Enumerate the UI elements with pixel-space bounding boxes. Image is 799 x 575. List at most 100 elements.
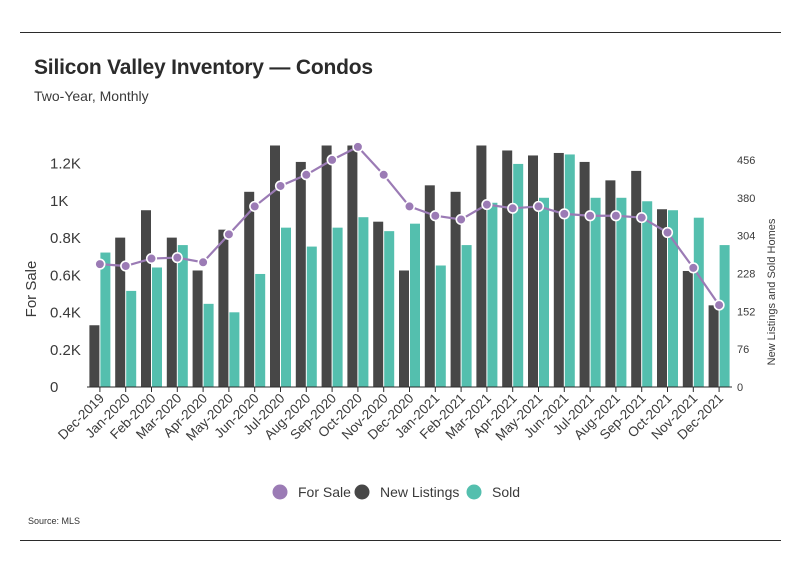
chart-title: Silicon Valley Inventory — Condos — [34, 56, 373, 79]
for-sale-point — [636, 212, 648, 224]
top-rule — [20, 32, 781, 33]
bar-sold — [177, 245, 188, 387]
for-sale-point — [326, 154, 338, 166]
for-sale-point — [584, 210, 596, 222]
y-left-tick-label: 0.2K — [50, 342, 81, 359]
bar-sold — [642, 201, 653, 387]
bar-sold — [590, 197, 601, 387]
bar-new-listings — [166, 237, 177, 387]
bar-sold — [255, 273, 266, 387]
bar-sold — [435, 265, 446, 387]
for-sale-point — [300, 169, 312, 181]
source-note: Source: MLS — [28, 516, 81, 526]
for-sale-point — [429, 210, 441, 222]
y-left-tick-label: 0.8K — [50, 230, 81, 247]
legend-label: New Listings — [380, 484, 459, 500]
legend-marker — [466, 484, 482, 500]
legend-label: Sold — [492, 484, 520, 500]
for-sale-point — [403, 200, 416, 213]
bar-new-listings — [424, 185, 435, 387]
bar-new-listings — [657, 209, 667, 387]
y-right-tick-label: 304 — [737, 231, 755, 243]
legend-marker — [354, 484, 370, 500]
for-sale-point — [94, 258, 106, 270]
for-sale-point — [713, 299, 725, 311]
bar-sold — [461, 245, 472, 387]
for-sale-point — [249, 200, 261, 213]
for-sale-point — [145, 252, 158, 265]
y-right-tick-label: 228 — [737, 268, 755, 280]
bar-sold — [126, 290, 137, 387]
legend-marker — [272, 484, 288, 500]
bar-new-listings — [708, 305, 719, 387]
bar-new-listings — [141, 210, 151, 387]
bar-new-listings — [373, 221, 384, 387]
bar-sold — [152, 267, 162, 387]
for-sale-point — [481, 198, 493, 211]
bar-sold — [616, 197, 627, 387]
for-sale-point — [171, 252, 183, 264]
bar-sold — [668, 210, 678, 387]
y-right-tick-label: 0 — [737, 382, 743, 394]
bar-new-listings — [682, 270, 693, 387]
bar-new-listings — [399, 270, 409, 387]
bar-new-listings — [295, 161, 306, 387]
bar-new-listings — [321, 145, 332, 387]
bar-new-listings — [244, 191, 255, 387]
for-sale-point — [352, 141, 364, 153]
y-axis-label-right: New Listings and Sold Homes — [766, 218, 778, 365]
for-sale-point — [274, 180, 287, 192]
y-left-tick-label: 0.4K — [50, 305, 81, 322]
bar-sold — [203, 303, 214, 387]
bar-new-listings — [89, 325, 100, 387]
bar-sold — [306, 246, 317, 387]
bar-sold — [487, 202, 498, 387]
for-sale-point — [610, 210, 622, 222]
bar-sold — [410, 223, 420, 387]
bar-sold — [564, 154, 575, 387]
for-sale-point — [661, 226, 674, 239]
for-sale-point — [687, 262, 699, 274]
bar-new-listings — [450, 191, 461, 387]
bar-sold — [358, 217, 369, 387]
bar-new-listings — [631, 170, 642, 387]
for-sale-point — [532, 200, 545, 213]
bar-sold — [281, 227, 291, 387]
y-left-tick-label: 1.2K — [50, 156, 81, 173]
y-right-tick-label: 456 — [737, 155, 755, 167]
y-left-tick-label: 0.6K — [50, 267, 81, 284]
bar-new-listings — [270, 145, 280, 387]
bar-sold — [539, 197, 549, 387]
for-sale-point — [120, 260, 132, 272]
bar-sold — [384, 231, 395, 387]
bar-sold — [229, 312, 240, 387]
bar-new-listings — [347, 145, 358, 387]
bar-new-listings — [579, 161, 590, 387]
bar-new-listings — [476, 145, 487, 387]
y-axis-label-left: For Sale — [23, 261, 40, 318]
bar-sold — [693, 217, 704, 387]
bar-sold — [513, 163, 524, 387]
y-right-tick-label: 152 — [737, 306, 755, 318]
y-left-tick-label: 0 — [50, 379, 58, 396]
bar-new-listings — [115, 237, 126, 387]
y-right-tick-label: 380 — [737, 193, 755, 205]
bar-new-listings — [605, 180, 616, 387]
bottom-rule — [20, 540, 781, 541]
for-sale-point — [223, 228, 235, 240]
for-sale-point — [455, 213, 467, 226]
chart-subtitle: Two-Year, Monthly — [34, 88, 149, 104]
for-sale-point — [197, 256, 209, 268]
bar-new-listings — [502, 150, 513, 387]
for-sale-point — [507, 202, 519, 214]
bar-sold — [100, 252, 111, 387]
y-right-tick-label: 76 — [737, 344, 749, 356]
for-sale-point — [378, 169, 390, 181]
bar-sold — [719, 245, 730, 387]
bar-sold — [332, 227, 343, 387]
legend-label: For Sale — [298, 484, 351, 500]
bar-new-listings — [553, 152, 564, 387]
bar-new-listings — [528, 155, 538, 387]
bar-new-listings — [218, 229, 229, 387]
